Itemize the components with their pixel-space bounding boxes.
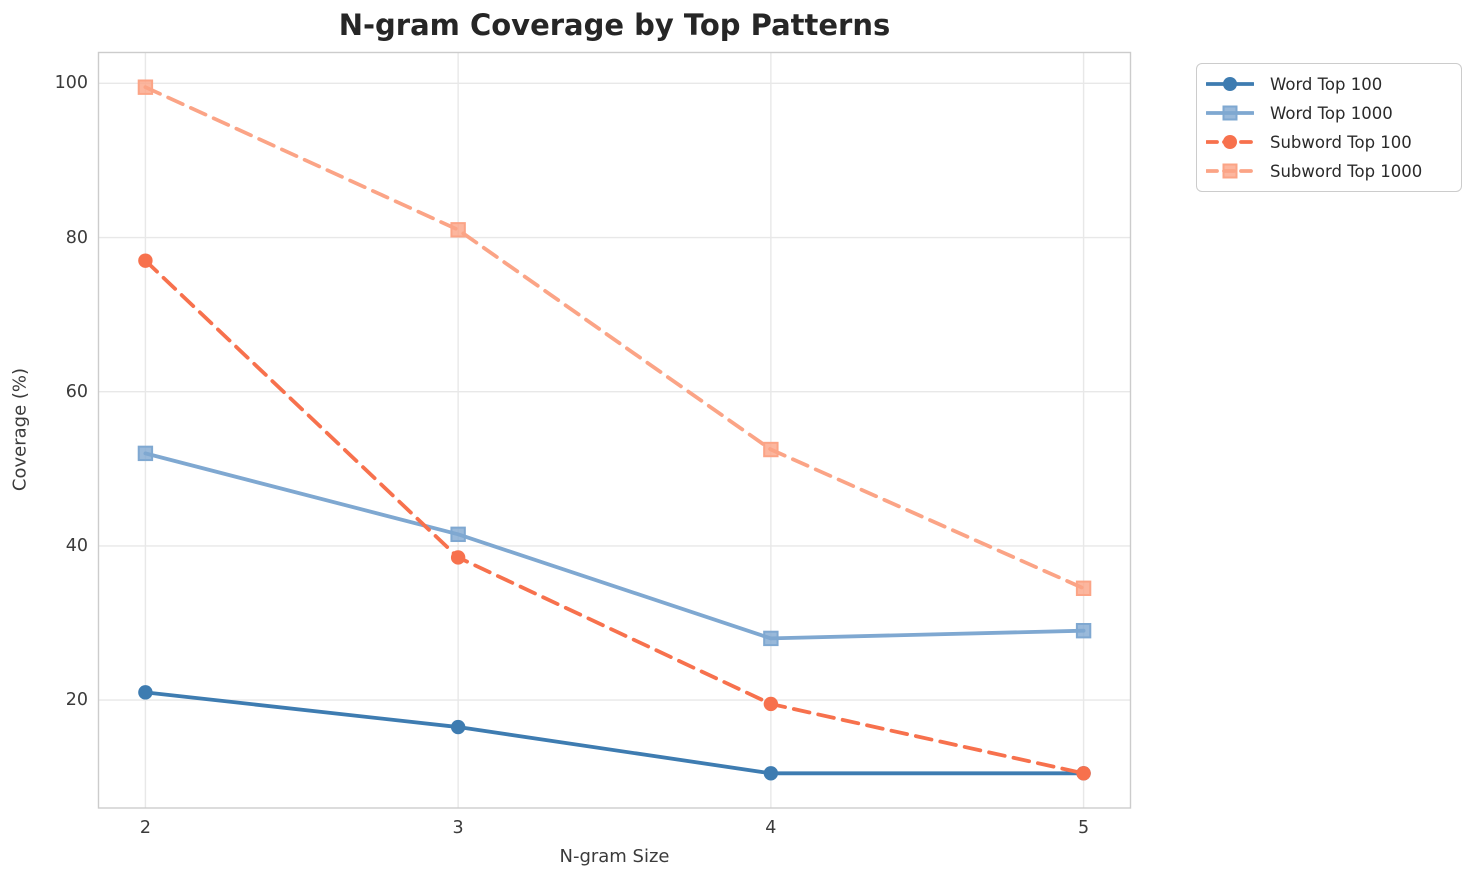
data-point-circle	[763, 766, 779, 781]
data-point-circle	[450, 550, 466, 565]
series-line-subword-top-1000	[143, 85, 1086, 591]
legend-item: Word Top 1000	[1197, 99, 1461, 128]
chart-title: N-gram Coverage by Top Patterns	[338, 8, 891, 42]
x-tick-label: 2	[139, 818, 151, 838]
legend-label: Word Top 1000	[1270, 103, 1393, 123]
legend-item: Subword Top 100	[1197, 128, 1461, 157]
legend-label: Subword Top 1000	[1270, 161, 1423, 181]
data-point-circle	[763, 696, 779, 712]
legend-marker	[1206, 105, 1254, 121]
y-tick-label: 60	[65, 381, 88, 402]
data-point-square	[137, 445, 154, 462]
legend-marker	[1206, 135, 1254, 149]
series-line-word-top-1000	[143, 451, 1086, 641]
data-point-circle	[138, 253, 153, 268]
legend-label: Word Top 100	[1270, 74, 1383, 94]
legend-item: Subword Top 1000	[1197, 157, 1461, 186]
series-line-subword-top-100	[143, 258, 1086, 776]
legend: Word Top 100 Word Top 1000 Subword Top 100…	[1196, 63, 1462, 192]
y-tick-label: 20	[65, 690, 88, 711]
y-tick-label: 40	[65, 535, 88, 556]
legend-label: Subword Top 100	[1270, 132, 1412, 152]
legend-marker	[1206, 77, 1254, 91]
data-point-square	[450, 526, 466, 543]
data-point-square	[137, 79, 154, 95]
plot-border	[97, 51, 1132, 809]
data-point-circle	[138, 685, 153, 700]
data-point-square	[450, 222, 466, 238]
data-point-square	[763, 441, 779, 458]
y-tick-label: 80	[65, 227, 88, 248]
data-point-circle	[1076, 766, 1091, 781]
x-tick-label: 3	[452, 818, 464, 838]
y-tick-label: 100	[54, 73, 88, 94]
data-point-square	[1075, 580, 1092, 596]
legend-item: Word Top 100	[1197, 70, 1461, 99]
legend-marker	[1206, 163, 1254, 179]
data-point-square	[763, 630, 779, 647]
x-axis-label: N-gram Size	[559, 846, 670, 867]
data-point-square	[1075, 622, 1092, 639]
series-line-word-top-100	[143, 690, 1086, 776]
data-point-circle	[450, 719, 466, 735]
x-tick-label: 4	[765, 818, 777, 838]
x-tick-label: 5	[1078, 818, 1090, 838]
